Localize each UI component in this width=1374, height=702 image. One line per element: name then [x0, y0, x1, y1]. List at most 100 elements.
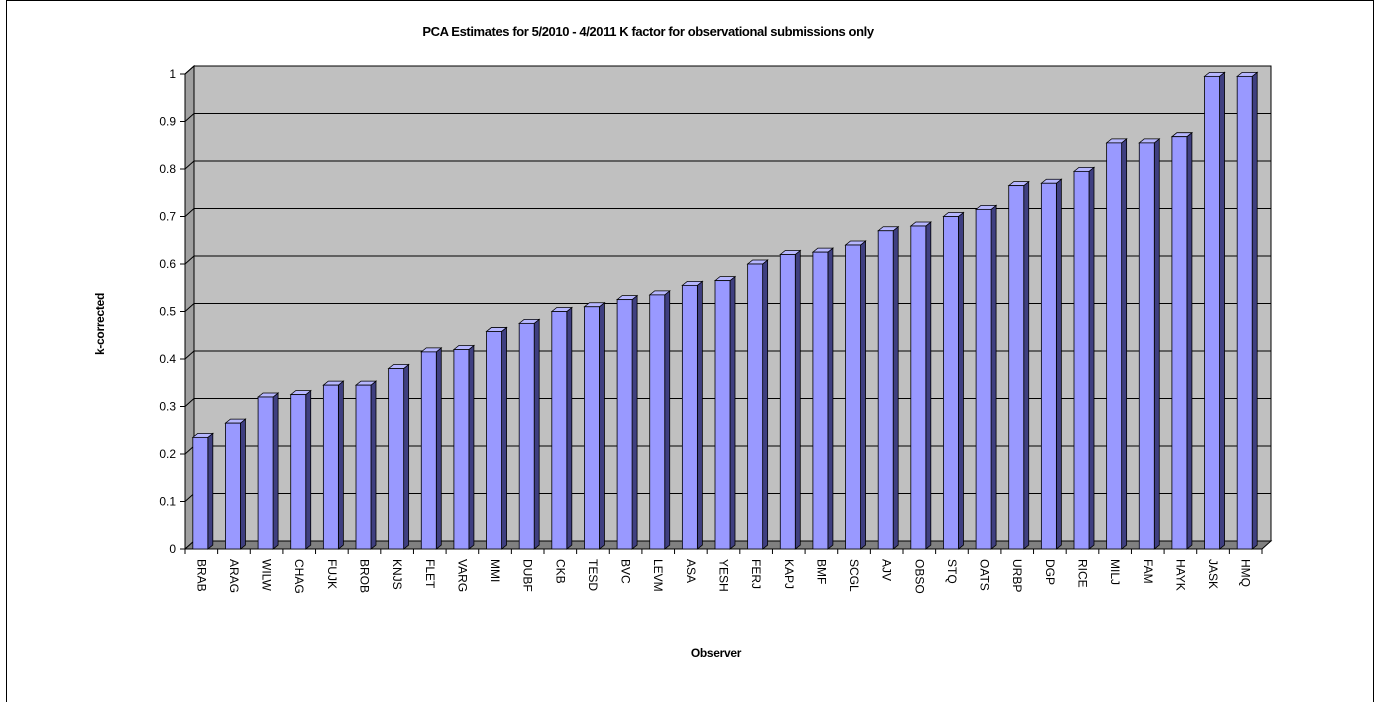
x-category-label: FUJK — [325, 559, 339, 589]
x-category-label: DGP — [1043, 559, 1057, 585]
bar-front-face — [225, 422, 241, 550]
bar — [909, 221, 932, 550]
x-category-label: YESH — [717, 559, 731, 592]
bar-front-face — [649, 294, 666, 550]
bar-front-face — [486, 331, 502, 550]
bar-side-face — [566, 306, 573, 550]
bar-side-face — [599, 301, 605, 550]
x-category-label: BRAB — [194, 559, 208, 592]
gridline — [184, 208, 1271, 217]
bar — [191, 432, 214, 550]
bar — [485, 326, 508, 550]
y-tick-label: 0.2 — [159, 447, 176, 461]
bar — [681, 280, 704, 550]
bar-side-face — [958, 211, 964, 550]
x-axis-title: Observer — [691, 646, 742, 660]
bar — [974, 204, 998, 550]
y-tick-label: 0.6 — [159, 257, 176, 271]
x-category-label: MILJ — [1108, 559, 1122, 585]
bar-side-face — [827, 247, 834, 550]
x-category-label: HAYK — [1173, 559, 1187, 591]
bar-front-face — [1236, 75, 1253, 550]
bar-side-face — [1219, 71, 1225, 550]
x-category-label: BMF — [814, 559, 828, 584]
bar-front-face — [910, 225, 927, 550]
bar-front-face — [192, 436, 209, 550]
gridline — [184, 113, 1271, 122]
bar — [289, 389, 312, 550]
bar — [844, 240, 867, 550]
x-category-label: ARAG — [227, 559, 241, 593]
bar-side-face — [794, 249, 801, 550]
bar — [615, 294, 639, 550]
bar-front-face — [388, 368, 405, 550]
bar-side-face — [696, 280, 703, 550]
bar-side-face — [1055, 178, 1062, 550]
x-category-label: FAM — [1141, 559, 1155, 584]
y-tick-label: 0.4 — [159, 352, 176, 366]
bar — [1203, 71, 1226, 550]
x-category-label: MMI — [488, 559, 502, 582]
bar-side-face — [240, 418, 246, 550]
bar-front-face — [584, 306, 600, 550]
bar — [746, 259, 769, 550]
bar — [942, 211, 965, 550]
x-category-label: SCGL — [847, 559, 861, 592]
bar-front-face — [551, 311, 568, 550]
bar-front-face — [1040, 182, 1057, 550]
bar-side-face — [435, 347, 442, 550]
bar-front-face — [1106, 142, 1123, 550]
bar-side-face — [892, 225, 899, 550]
x-category-label: RICE — [1076, 559, 1090, 588]
bar — [648, 290, 671, 550]
y-axis: 0 0.1 0.2 0.3 0.4 0.5 0.6 0.7 0.8 0.9 1 — [159, 67, 186, 556]
x-category-label: STQ — [945, 559, 959, 584]
x-category-label: OBSO — [912, 559, 926, 594]
x-category-label: BVC — [619, 559, 633, 584]
bar — [811, 247, 835, 550]
bar — [322, 380, 345, 550]
bar-front-face — [355, 384, 372, 550]
x-category-label: LEVM — [651, 559, 665, 592]
bar — [583, 301, 606, 550]
bar-side-face — [1088, 166, 1095, 550]
x-category-label: CKB — [553, 559, 567, 584]
bar-side-face — [468, 344, 475, 550]
x-category-label: VARG — [455, 559, 469, 592]
x-category-label: FLET — [423, 559, 437, 589]
bar — [1236, 71, 1259, 550]
bar-side-face — [729, 275, 736, 550]
y-tick-label: 1 — [169, 67, 176, 81]
bar-side-face — [1121, 138, 1128, 550]
bar-side-face — [370, 380, 377, 550]
bar-side-face — [337, 380, 344, 550]
bar — [452, 344, 476, 550]
y-tick-label: 0.7 — [159, 210, 176, 224]
bar-front-face — [975, 208, 992, 550]
y-tick-label: 0.9 — [159, 115, 176, 129]
x-category-label: KNJS — [390, 559, 404, 590]
bar-front-face — [1073, 170, 1090, 550]
bar-front-face — [714, 280, 731, 550]
gridline — [184, 65, 1271, 75]
x-category-label: AJV — [880, 559, 894, 581]
bar-side-face — [403, 363, 410, 550]
bar-side-face — [1251, 71, 1258, 550]
bar — [224, 418, 247, 550]
bar-side-face — [925, 221, 932, 550]
bar-front-face — [322, 384, 339, 550]
bar — [713, 275, 737, 550]
chart-title: PCA Estimates for 5/2010 - 4/2011 K fact… — [422, 24, 875, 39]
x-category-label: JASK — [1206, 559, 1220, 589]
bar-side-face — [1186, 131, 1193, 550]
bar-side-face — [1023, 180, 1030, 550]
bar-front-face — [290, 394, 307, 550]
bar — [518, 318, 541, 550]
bar — [1072, 166, 1096, 550]
x-category-label: FERJ — [749, 559, 763, 589]
bar-side-face — [207, 432, 214, 550]
bar — [1170, 131, 1194, 550]
bar-front-face — [779, 254, 796, 550]
bar-side-face — [305, 389, 312, 550]
